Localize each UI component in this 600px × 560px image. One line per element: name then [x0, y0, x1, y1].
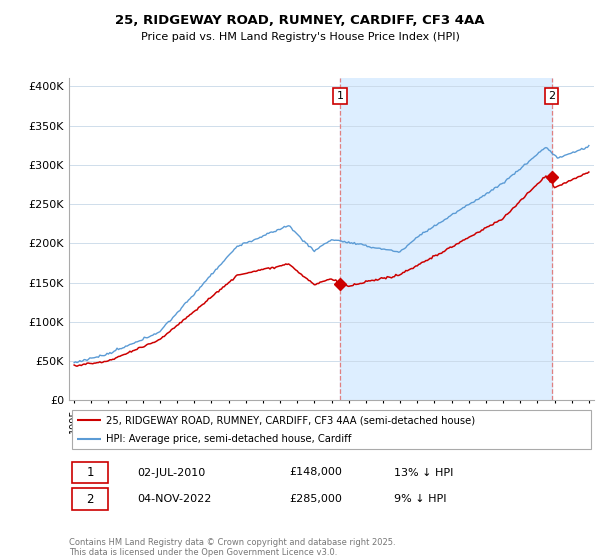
Text: £148,000: £148,000	[290, 468, 343, 478]
Text: 25, RIDGEWAY ROAD, RUMNEY, CARDIFF, CF3 4AA: 25, RIDGEWAY ROAD, RUMNEY, CARDIFF, CF3 …	[115, 14, 485, 27]
Text: £285,000: £285,000	[290, 494, 343, 504]
Text: 9% ↓ HPI: 9% ↓ HPI	[395, 494, 447, 504]
Text: 2: 2	[548, 91, 555, 101]
Text: HPI: Average price, semi-detached house, Cardiff: HPI: Average price, semi-detached house,…	[106, 435, 351, 445]
Text: Contains HM Land Registry data © Crown copyright and database right 2025.
This d: Contains HM Land Registry data © Crown c…	[69, 538, 395, 557]
Text: Price paid vs. HM Land Registry's House Price Index (HPI): Price paid vs. HM Land Registry's House …	[140, 32, 460, 43]
FancyBboxPatch shape	[71, 410, 592, 449]
Text: 1: 1	[337, 91, 344, 101]
Text: 04-NOV-2022: 04-NOV-2022	[137, 494, 212, 504]
Text: 2: 2	[86, 493, 94, 506]
Text: 25, RIDGEWAY ROAD, RUMNEY, CARDIFF, CF3 4AA (semi-detached house): 25, RIDGEWAY ROAD, RUMNEY, CARDIFF, CF3 …	[106, 415, 475, 425]
Text: 13% ↓ HPI: 13% ↓ HPI	[395, 468, 454, 478]
Bar	[340, 78, 551, 400]
FancyBboxPatch shape	[71, 488, 109, 510]
FancyBboxPatch shape	[71, 462, 109, 483]
Text: 02-JUL-2010: 02-JUL-2010	[137, 468, 205, 478]
Text: 1: 1	[86, 466, 94, 479]
